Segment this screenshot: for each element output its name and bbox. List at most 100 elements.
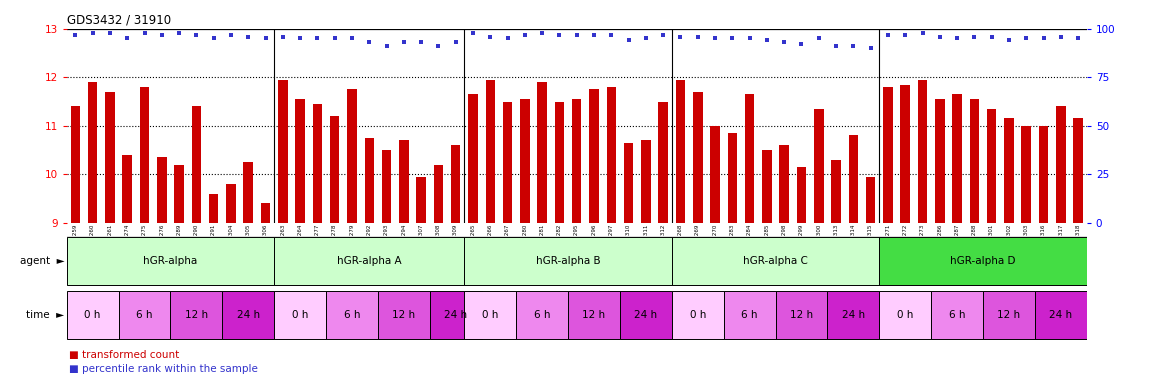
Bar — [430, 291, 482, 339]
Text: 0 h: 0 h — [690, 310, 706, 320]
Point — [620, 37, 638, 43]
Point — [844, 43, 862, 49]
Text: 6 h: 6 h — [742, 310, 758, 320]
Text: hGR-alpha D: hGR-alpha D — [950, 256, 1015, 266]
Bar — [866, 177, 875, 223]
Bar — [244, 162, 253, 223]
Text: hGR-alpha: hGR-alpha — [144, 256, 198, 266]
Point — [879, 31, 897, 38]
Bar — [170, 291, 222, 339]
Bar — [378, 291, 430, 339]
Bar — [465, 291, 516, 339]
Bar — [87, 82, 98, 223]
Text: GDS3432 / 31910: GDS3432 / 31910 — [67, 13, 171, 26]
Bar — [347, 89, 356, 223]
Bar — [158, 157, 167, 223]
Bar — [983, 291, 1035, 339]
Point — [654, 31, 673, 38]
Text: 24 h: 24 h — [1049, 310, 1073, 320]
Text: 12 h: 12 h — [582, 310, 606, 320]
Bar — [642, 140, 651, 223]
Text: agent  ►: agent ► — [20, 256, 64, 266]
Bar — [67, 291, 118, 339]
Point — [1034, 35, 1052, 41]
Bar — [918, 80, 927, 223]
Point — [274, 33, 292, 40]
Point — [343, 35, 361, 41]
Bar — [932, 291, 983, 339]
Bar — [175, 164, 184, 223]
Text: 0 h: 0 h — [292, 310, 308, 320]
Point — [429, 43, 447, 49]
Bar — [70, 106, 80, 223]
Text: 24 h: 24 h — [842, 310, 865, 320]
Text: ■ percentile rank within the sample: ■ percentile rank within the sample — [69, 364, 258, 374]
Bar — [118, 291, 170, 339]
Bar — [880, 291, 932, 339]
Bar — [883, 87, 892, 223]
Bar — [780, 145, 789, 223]
Point — [637, 35, 655, 41]
Text: 0 h: 0 h — [897, 310, 913, 320]
Bar — [209, 194, 218, 223]
Text: 12 h: 12 h — [392, 310, 415, 320]
Point — [205, 35, 223, 41]
Point — [325, 35, 344, 41]
Bar — [672, 291, 723, 339]
Point — [965, 33, 983, 40]
Point — [360, 39, 378, 45]
Point — [792, 41, 811, 47]
Point — [999, 37, 1018, 43]
Point — [67, 31, 85, 38]
Point — [498, 35, 516, 41]
Bar — [222, 291, 274, 339]
Point — [136, 30, 154, 36]
Point — [930, 33, 949, 40]
Bar — [952, 94, 961, 223]
Bar — [416, 177, 426, 223]
Bar — [572, 99, 582, 223]
Bar — [1056, 106, 1066, 223]
Point — [706, 35, 724, 41]
Bar — [192, 106, 201, 223]
Text: time  ►: time ► — [26, 310, 64, 320]
Bar — [935, 99, 944, 223]
Text: 6 h: 6 h — [949, 310, 965, 320]
Bar — [969, 99, 979, 223]
Text: 24 h: 24 h — [237, 310, 260, 320]
Point — [412, 39, 430, 45]
Bar — [554, 101, 565, 223]
Bar — [568, 291, 620, 339]
Bar — [676, 80, 685, 223]
Bar — [278, 80, 288, 223]
Text: hGR-alpha B: hGR-alpha B — [536, 256, 600, 266]
Bar — [434, 164, 443, 223]
Point — [170, 30, 189, 36]
Bar — [330, 116, 339, 223]
Point — [308, 35, 327, 41]
Bar — [1004, 119, 1013, 223]
Bar — [1021, 126, 1032, 223]
Text: 12 h: 12 h — [997, 310, 1020, 320]
Text: 0 h: 0 h — [482, 310, 498, 320]
Bar — [327, 291, 378, 339]
Point — [861, 45, 880, 51]
Point — [758, 37, 776, 43]
Point — [1068, 35, 1087, 41]
Point — [222, 31, 240, 38]
Point — [723, 35, 742, 41]
Bar — [140, 87, 150, 223]
Bar — [274, 291, 327, 339]
Bar — [880, 237, 1087, 285]
Bar — [520, 99, 530, 223]
Bar — [382, 150, 391, 223]
Bar — [987, 109, 996, 223]
Bar — [831, 160, 841, 223]
Point — [689, 33, 707, 40]
Bar — [623, 143, 634, 223]
Point — [672, 33, 690, 40]
Bar — [849, 136, 858, 223]
Bar — [723, 291, 775, 339]
Point — [948, 35, 966, 41]
Bar — [261, 203, 270, 223]
